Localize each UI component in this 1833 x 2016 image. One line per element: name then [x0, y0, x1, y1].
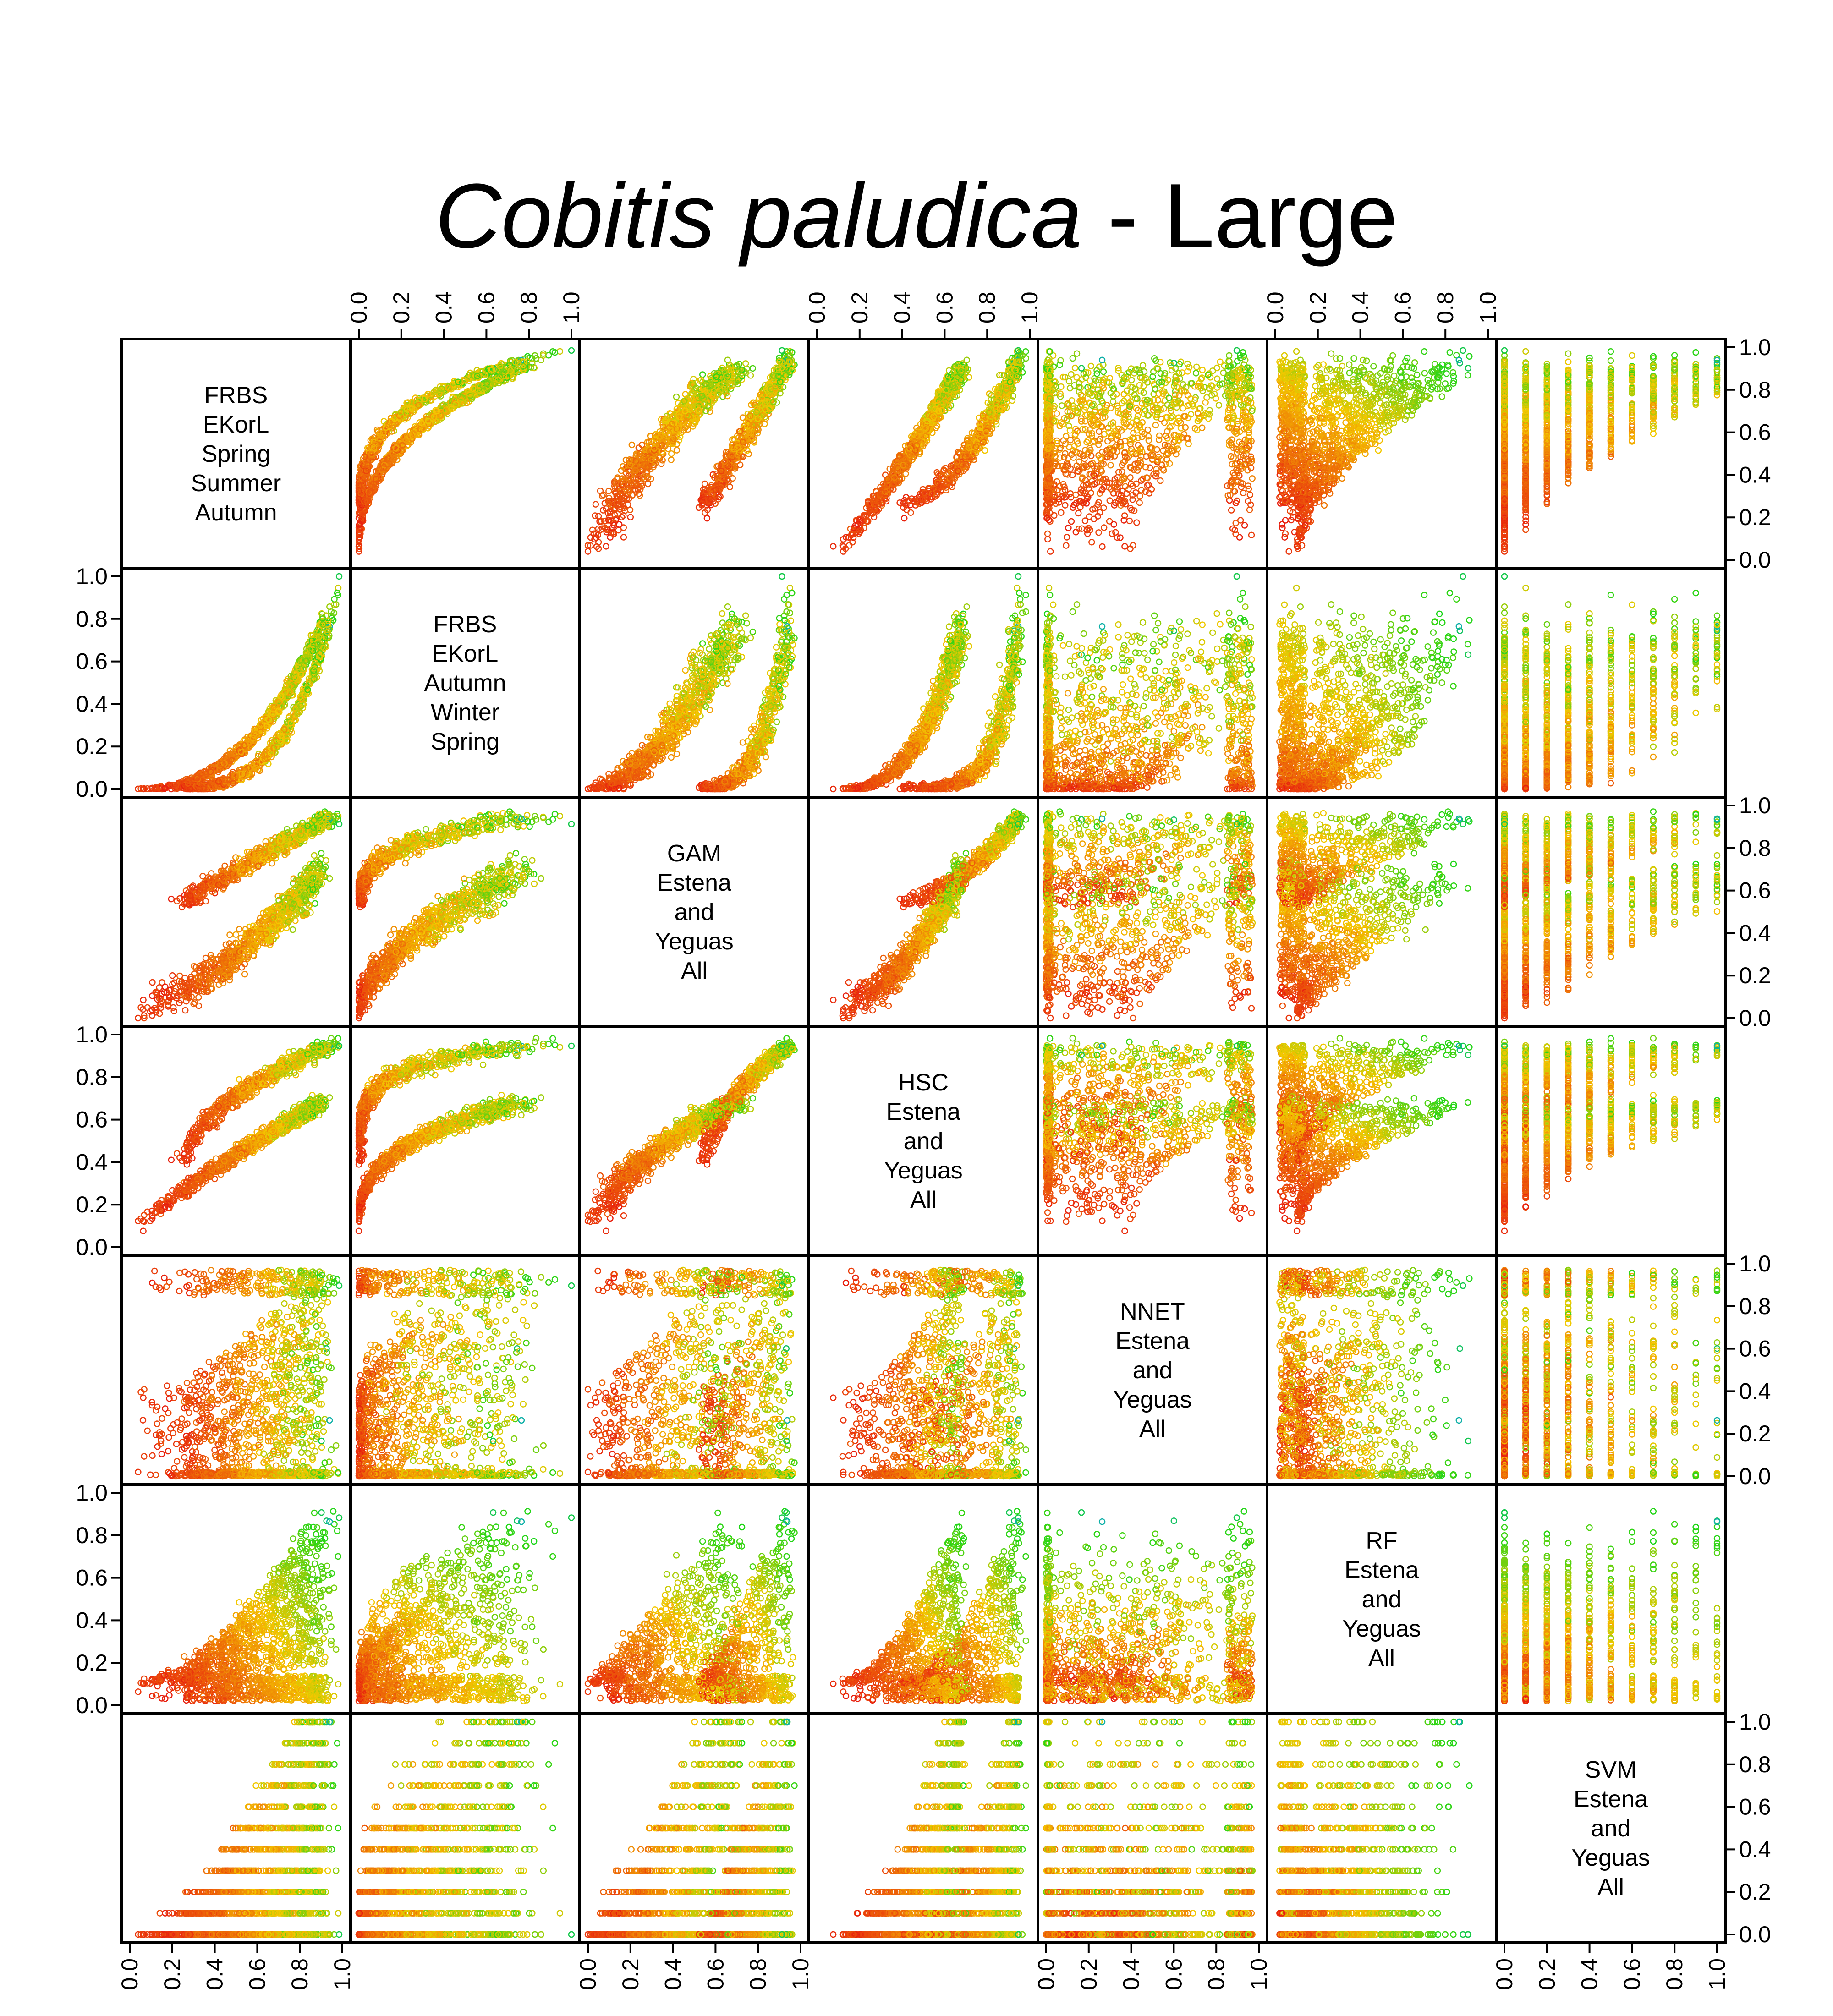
point — [748, 373, 753, 378]
point — [637, 493, 642, 498]
panel-border — [351, 339, 580, 568]
chart-title: Cobitis paludica - Large — [435, 165, 1398, 267]
point — [604, 543, 609, 549]
point — [659, 461, 664, 466]
point — [674, 448, 680, 453]
panel-r0-c1 — [351, 339, 580, 568]
point — [569, 348, 574, 353]
point — [601, 492, 606, 498]
panel-r0-c2 — [580, 339, 809, 568]
diagonal-label-0-line-3: Summer — [191, 470, 281, 497]
diagonal-label-0-line-2: Spring — [202, 441, 270, 467]
point — [593, 502, 598, 507]
chart-title-italic: Cobitis paludica — [435, 165, 1082, 267]
point — [669, 451, 674, 456]
diagonal-label-0-line-4: Autumn — [195, 499, 277, 526]
chart-title-rest: - Large — [1082, 165, 1398, 267]
point — [628, 515, 633, 520]
point — [606, 488, 611, 494]
diagonal-label-0-line-0: FRBS — [204, 382, 268, 409]
point — [669, 457, 674, 463]
diagonal-label-0-line-1: EKorL — [203, 411, 269, 438]
point — [727, 484, 733, 490]
